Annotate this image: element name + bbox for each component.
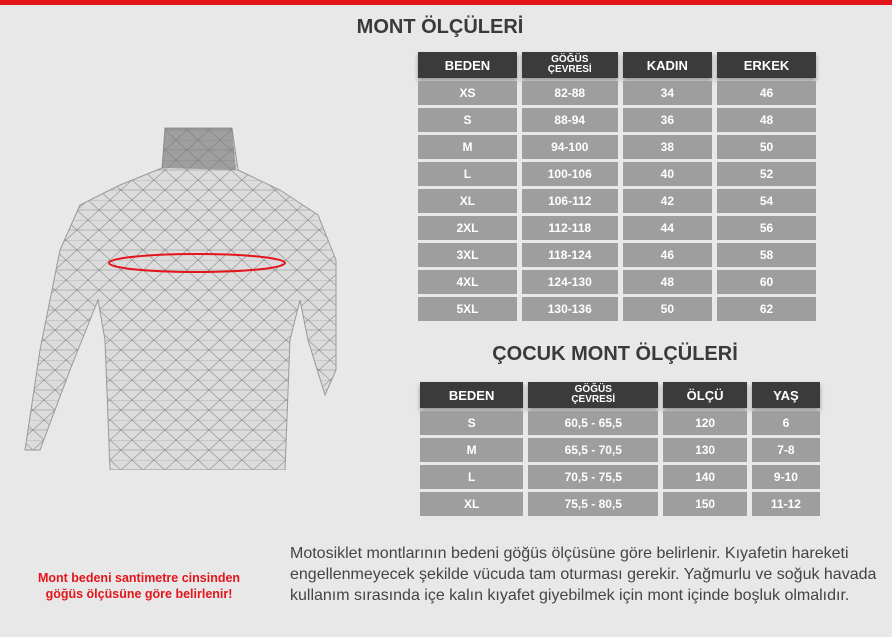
adult-title: MONT ÖLÇÜLERİ bbox=[356, 16, 524, 38]
table-cell: 2XL bbox=[418, 216, 517, 240]
table-cell: 112-118 bbox=[521, 216, 618, 240]
torso-mesh-illustration bbox=[24, 127, 337, 470]
table-cell: 4XL bbox=[418, 270, 517, 294]
col-header: ÖLÇÜ bbox=[663, 382, 747, 408]
table-row: 5XL 130-136 50 62 bbox=[418, 297, 816, 321]
table-cell: 50 bbox=[622, 297, 713, 321]
table-row: L 70,5 - 75,5 140 9-10 bbox=[420, 465, 820, 489]
table-row: L 100-106 40 52 bbox=[418, 162, 816, 186]
col-header: YAŞ bbox=[751, 382, 820, 408]
table-cell: 40 bbox=[622, 162, 713, 186]
table-cell: 5XL bbox=[418, 297, 517, 321]
table-cell: 94-100 bbox=[521, 135, 618, 159]
table-cell: S bbox=[420, 411, 524, 435]
table-cell: 65,5 - 70,5 bbox=[528, 438, 659, 462]
table-cell: 46 bbox=[622, 243, 713, 267]
table-cell: 75,5 - 80,5 bbox=[528, 492, 659, 516]
table-cell: M bbox=[420, 438, 524, 462]
table-cell: 130-136 bbox=[521, 297, 618, 321]
table-cell: 124-130 bbox=[521, 270, 618, 294]
adult-size-table: BEDEN GÖĞÜS ÇEVRESİ KADIN ERKEK XS 82-88 34… bbox=[413, 49, 821, 324]
table-cell: 120 bbox=[663, 411, 747, 435]
table-cell: 52 bbox=[717, 162, 816, 186]
table-cell: 70,5 - 75,5 bbox=[528, 465, 659, 489]
table-cell: 42 bbox=[622, 189, 713, 213]
table-row: M 94-100 38 50 bbox=[418, 135, 816, 159]
table-cell: 60,5 - 65,5 bbox=[528, 411, 659, 435]
child-size-table: BEDEN GÖĞÜS ÇEVRESİ ÖLÇÜ YAŞ S 60,5 - 65,5… bbox=[415, 379, 825, 519]
table-row: 4XL 124-130 48 60 bbox=[418, 270, 816, 294]
table-row: XS 82-88 34 46 bbox=[418, 81, 816, 105]
table-cell: 58 bbox=[717, 243, 816, 267]
col-header: BEDEN bbox=[420, 382, 524, 408]
table-cell: 130 bbox=[663, 438, 747, 462]
table-cell: 150 bbox=[663, 492, 747, 516]
table-row: S 60,5 - 65,5 120 6 bbox=[420, 411, 820, 435]
table-cell: 82-88 bbox=[521, 81, 618, 105]
table-row: XL 106-112 42 54 bbox=[418, 189, 816, 213]
table-cell: S bbox=[418, 108, 517, 132]
table-cell: 62 bbox=[717, 297, 816, 321]
table-cell: XL bbox=[418, 189, 517, 213]
table-cell: 56 bbox=[717, 216, 816, 240]
table-cell: 54 bbox=[717, 189, 816, 213]
table-cell: 140 bbox=[663, 465, 747, 489]
table-cell: 88-94 bbox=[521, 108, 618, 132]
chest-measurement-line bbox=[108, 253, 286, 273]
table-cell: 3XL bbox=[418, 243, 517, 267]
table-cell: 60 bbox=[717, 270, 816, 294]
table-cell: 36 bbox=[622, 108, 713, 132]
top-red-bar bbox=[0, 0, 892, 5]
table-cell: 100-106 bbox=[521, 162, 618, 186]
table-cell: 44 bbox=[622, 216, 713, 240]
table-cell: 7-8 bbox=[751, 438, 820, 462]
table-cell: 106-112 bbox=[521, 189, 618, 213]
table-row: M 65,5 - 70,5 130 7-8 bbox=[420, 438, 820, 462]
table-row: S 88-94 36 48 bbox=[418, 108, 816, 132]
size-note: Mont bedeni santimetre cinsinden göğüs ö… bbox=[37, 571, 241, 601]
table-cell: XL bbox=[420, 492, 524, 516]
table-cell: 34 bbox=[622, 81, 713, 105]
table-cell: 38 bbox=[622, 135, 713, 159]
col-header: GÖĞÜS ÇEVRESİ bbox=[521, 52, 618, 78]
table-cell: 48 bbox=[717, 108, 816, 132]
col-header: KADIN bbox=[622, 52, 713, 78]
table-cell: 48 bbox=[622, 270, 713, 294]
table-cell: 46 bbox=[717, 81, 816, 105]
table-row: 3XL 118-124 46 58 bbox=[418, 243, 816, 267]
table-cell: XS bbox=[418, 81, 517, 105]
table-row: XL 75,5 - 80,5 150 11-12 bbox=[420, 492, 820, 516]
description-text: Motosiklet montlarının bedeni göğüs ölçü… bbox=[290, 545, 877, 604]
table-cell: 50 bbox=[717, 135, 816, 159]
table-cell: 118-124 bbox=[521, 243, 618, 267]
col-header: BEDEN bbox=[418, 52, 517, 78]
table-cell: L bbox=[418, 162, 517, 186]
table-cell: 11-12 bbox=[751, 492, 820, 516]
child-title: ÇOCUK MONT ÖLÇÜLERİ bbox=[492, 343, 738, 365]
table-cell: 6 bbox=[751, 411, 820, 435]
col-header: GÖĞÜS ÇEVRESİ bbox=[528, 382, 659, 408]
table-row: 2XL 112-118 44 56 bbox=[418, 216, 816, 240]
table-cell: M bbox=[418, 135, 517, 159]
table-cell: 9-10 bbox=[751, 465, 820, 489]
col-header: ERKEK bbox=[717, 52, 816, 78]
table-cell: L bbox=[420, 465, 524, 489]
